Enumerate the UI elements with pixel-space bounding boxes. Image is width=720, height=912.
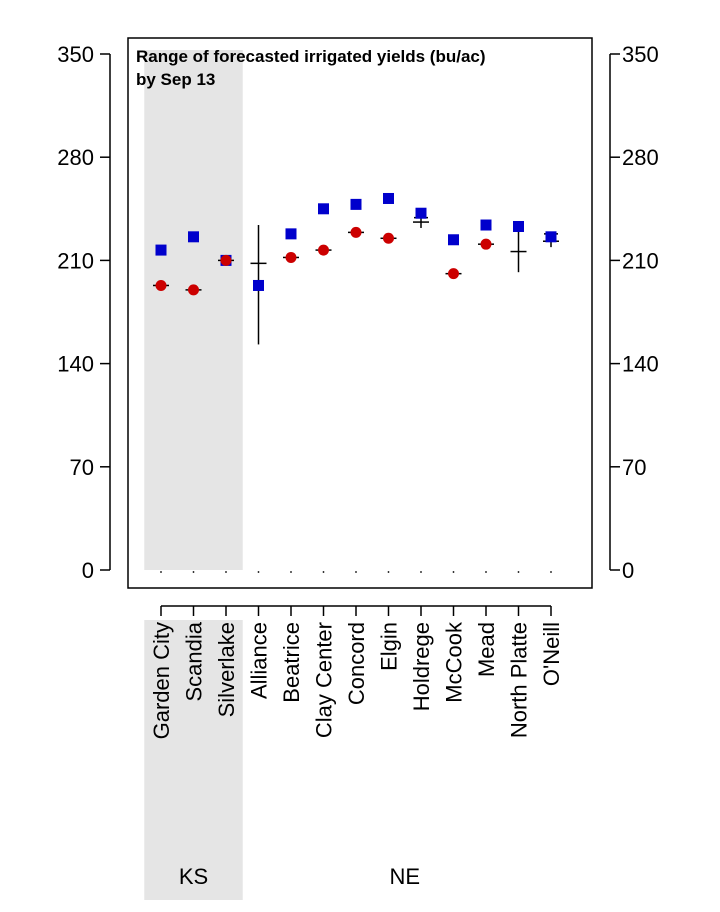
site-label: Alliance (247, 622, 272, 699)
point-square (383, 192, 394, 204)
y-tick-label-right: 140 (622, 352, 659, 377)
point-circle (188, 284, 199, 296)
chart-subtitle: by Sep 13 (136, 70, 215, 89)
point-square (448, 234, 459, 246)
point-circle (155, 279, 167, 291)
y-tick-label-left: 280 (57, 145, 94, 170)
y-tick-label-left: 210 (57, 248, 94, 273)
baseline-dot (257, 571, 260, 573)
point-square (415, 207, 427, 219)
point-square (513, 220, 524, 232)
category-labels: KS NE Garden City Scandia Silverlake Alliance… (149, 621, 564, 889)
site-label: Beatrice (279, 622, 304, 703)
y-tick-label-left: 0 (82, 558, 94, 583)
site-label: Concord (344, 622, 369, 705)
point-circle (350, 226, 362, 238)
point-square (318, 203, 329, 215)
site-label: Mead (474, 622, 499, 677)
point-square (350, 198, 362, 210)
point-square (155, 244, 167, 256)
plot-frame (127, 37, 593, 589)
baseline-dot (192, 571, 195, 573)
point-square (188, 231, 199, 243)
data-marks (153, 192, 559, 573)
y-tick-label-right: 210 (622, 248, 659, 273)
site-label: O'Neill (539, 622, 564, 686)
baseline-dot (225, 571, 227, 573)
point-circle (480, 238, 492, 250)
site-label: Elgin (377, 622, 402, 671)
axes: 0 70 140 210 280 350 0 70 140 210 280 350 (57, 42, 659, 616)
baseline-dot (550, 571, 552, 573)
baseline-dot (517, 571, 520, 573)
point-square (480, 219, 492, 231)
state-label-ne: NE (389, 864, 420, 889)
point-circle (220, 254, 232, 266)
point-circle (448, 268, 459, 280)
point-square (545, 231, 557, 243)
point-circle (383, 232, 394, 244)
site-label: Scandia (182, 621, 207, 701)
y-tick-label-left: 70 (70, 455, 94, 480)
point-circle (318, 244, 329, 256)
baseline-dot (420, 571, 422, 573)
site-label: North Platte (507, 622, 532, 738)
site-label: Holdrege (409, 622, 434, 711)
y-tick-label-right: 0 (622, 558, 634, 583)
y-tick-label-right: 350 (622, 42, 659, 67)
state-shading (144, 50, 243, 900)
site-label: McCook (442, 621, 467, 703)
baseline-dot (452, 571, 455, 573)
shade-ks-labels (144, 620, 243, 900)
y-tick-label-left: 350 (57, 42, 94, 67)
baseline-dot (160, 571, 162, 573)
site-label: Clay Center (312, 622, 337, 738)
point-square (285, 228, 297, 240)
baseline-dot (290, 571, 292, 573)
baseline-dot (322, 571, 325, 573)
site-label: Silverlake (214, 622, 239, 717)
baseline-dot (355, 571, 357, 573)
shade-ks-plot (144, 50, 243, 570)
site-label: Garden City (149, 622, 174, 739)
point-square (253, 279, 264, 291)
baseline-dot (485, 571, 487, 573)
y-tick-label-right: 280 (622, 145, 659, 170)
state-label-ks: KS (179, 864, 208, 889)
point-circle (285, 251, 297, 263)
y-tick-label-right: 70 (622, 455, 646, 480)
y-tick-label-left: 140 (57, 352, 94, 377)
baseline-dot (387, 571, 390, 573)
chart-title: Range of forecasted irrigated yields (bu… (136, 47, 486, 66)
